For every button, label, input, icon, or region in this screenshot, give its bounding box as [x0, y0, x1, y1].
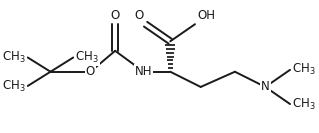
Text: CH$_3$: CH$_3$	[2, 50, 26, 65]
Text: OH: OH	[197, 9, 215, 22]
Text: NH: NH	[135, 65, 152, 78]
Text: CH$_3$: CH$_3$	[292, 97, 315, 112]
Text: CH$_3$: CH$_3$	[292, 62, 315, 77]
Text: O: O	[134, 9, 144, 22]
Text: O: O	[86, 65, 95, 78]
Text: CH$_3$: CH$_3$	[75, 50, 99, 65]
Text: O: O	[110, 9, 120, 22]
Text: CH$_3$: CH$_3$	[2, 78, 26, 93]
Text: N: N	[261, 80, 270, 93]
